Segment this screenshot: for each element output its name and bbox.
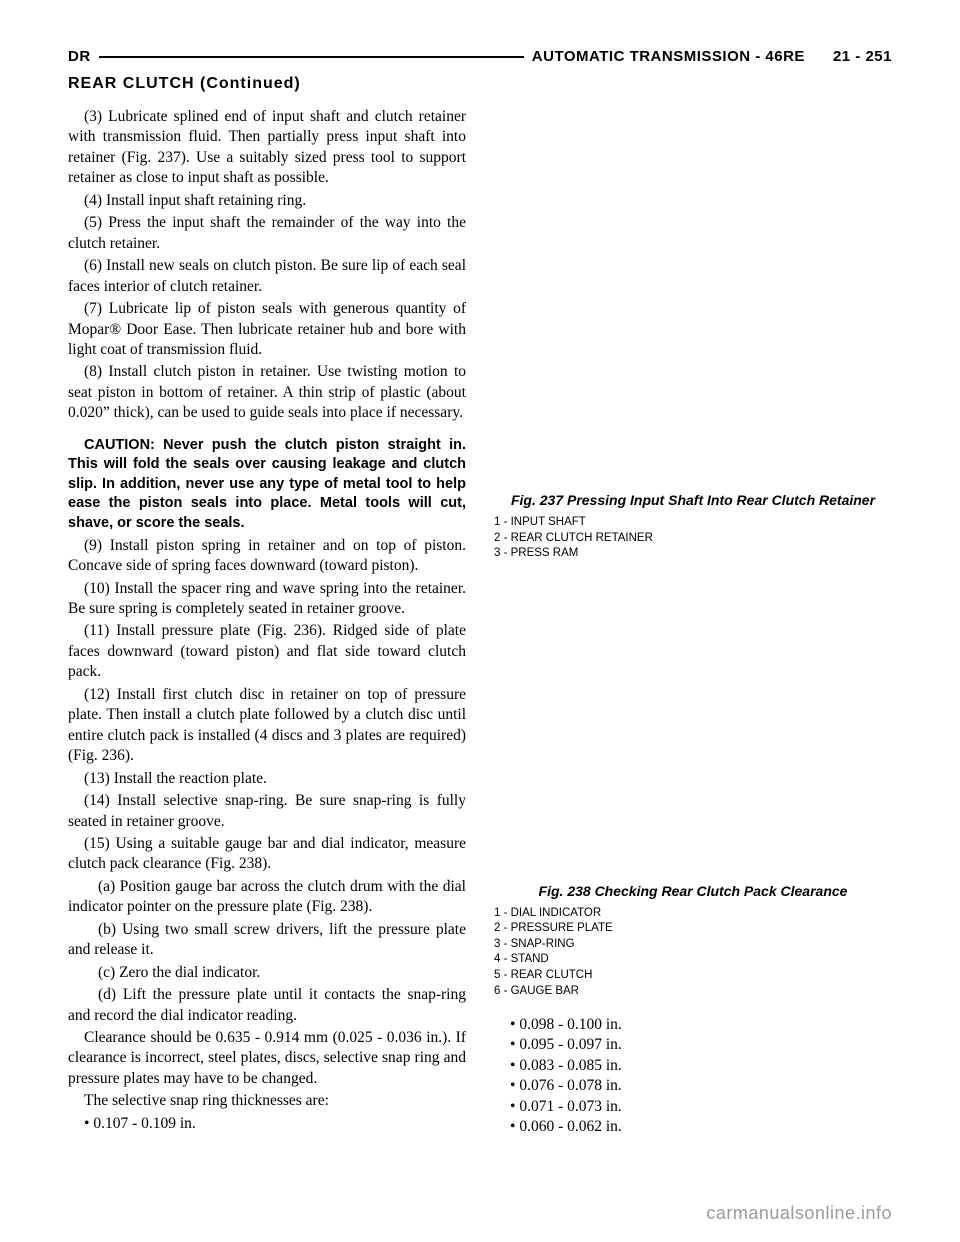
header-page: 21 - 251 xyxy=(833,48,892,65)
fig237-legend-3: 3 - PRESS RAM xyxy=(494,546,892,562)
page-header: DR AUTOMATIC TRANSMISSION - 46RE 21 - 25… xyxy=(68,48,892,65)
fig237-legend-1: 1 - INPUT SHAFT xyxy=(494,515,892,531)
clearance-spec: Clearance should be 0.635 - 0.914 mm (0.… xyxy=(68,1028,466,1089)
snap-ring-intro: The selective snap ring thicknesses are: xyxy=(68,1091,466,1111)
substep-a: (a) Position gauge bar across the clutch… xyxy=(68,877,466,918)
caution-block: CAUTION: Never push the clutch piston st… xyxy=(68,436,466,534)
right-bullet-2: 0.095 - 0.097 in. xyxy=(510,1035,892,1055)
header-left: DR xyxy=(68,48,91,65)
fig238-legend-4: 4 - STAND xyxy=(494,952,892,968)
right-bullets: 0.098 - 0.100 in. 0.095 - 0.097 in. 0.08… xyxy=(494,1015,892,1138)
content-columns: (3) Lubricate splined end of input shaft… xyxy=(68,107,892,1138)
step-6: (6) Install new seals on clutch piston. … xyxy=(68,256,466,297)
figure-237: Fig. 237 Pressing Input Shaft Into Rear … xyxy=(494,107,892,562)
figure-237-legend: 1 - INPUT SHAFT 2 - REAR CLUTCH RETAINER… xyxy=(494,515,892,562)
right-bullet-6: 0.060 - 0.062 in. xyxy=(510,1117,892,1137)
header-right: AUTOMATIC TRANSMISSION - 46RE 21 - 251 xyxy=(532,48,892,65)
right-column: Fig. 237 Pressing Input Shaft Into Rear … xyxy=(494,107,892,1138)
right-bullet-5: 0.071 - 0.073 in. xyxy=(510,1097,892,1117)
step-12: (12) Install first clutch disc in retain… xyxy=(68,685,466,767)
header-rule xyxy=(99,56,524,58)
step-10: (10) Install the spacer ring and wave sp… xyxy=(68,579,466,620)
header-section: AUTOMATIC TRANSMISSION - 46RE xyxy=(532,48,805,65)
step-13: (13) Install the reaction plate. xyxy=(68,769,466,789)
figure-238-image xyxy=(494,578,892,878)
step-3: (3) Lubricate splined end of input shaft… xyxy=(68,107,466,189)
substep-d: (d) Lift the pressure plate until it con… xyxy=(68,985,466,1026)
fig237-legend-2: 2 - REAR CLUTCH RETAINER xyxy=(494,531,892,547)
section-continued: REAR CLUTCH (Continued) xyxy=(68,75,892,93)
substep-c: (c) Zero the dial indicator. xyxy=(68,963,466,983)
right-bullet-3: 0.083 - 0.085 in. xyxy=(510,1056,892,1076)
step-7: (7) Lubricate lip of piston seals with g… xyxy=(68,299,466,360)
fig238-legend-6: 6 - GAUGE BAR xyxy=(494,984,892,1000)
left-bullet-1: 0.107 - 0.109 in. xyxy=(84,1114,466,1134)
step-9: (9) Install piston spring in retainer an… xyxy=(68,536,466,577)
left-column: (3) Lubricate splined end of input shaft… xyxy=(68,107,466,1138)
step-15: (15) Using a suitable gauge bar and dial… xyxy=(68,834,466,875)
step-14: (14) Install selective snap-ring. Be sur… xyxy=(68,791,466,832)
step-8: (8) Install clutch piston in retainer. U… xyxy=(68,362,466,423)
figure-238: Fig. 238 Checking Rear Clutch Pack Clear… xyxy=(494,578,892,999)
figure-237-image xyxy=(494,107,892,487)
right-bullet-4: 0.076 - 0.078 in. xyxy=(510,1076,892,1096)
fig238-legend-5: 5 - REAR CLUTCH xyxy=(494,968,892,984)
right-bullet-1: 0.098 - 0.100 in. xyxy=(510,1015,892,1035)
step-11: (11) Install pressure plate (Fig. 236). … xyxy=(68,621,466,682)
figure-238-legend: 1 - DIAL INDICATOR 2 - PRESSURE PLATE 3 … xyxy=(494,906,892,999)
step-5: (5) Press the input shaft the remainder … xyxy=(68,213,466,254)
figure-238-caption: Fig. 238 Checking Rear Clutch Pack Clear… xyxy=(494,882,892,900)
fig238-legend-2: 2 - PRESSURE PLATE xyxy=(494,921,892,937)
fig238-legend-1: 1 - DIAL INDICATOR xyxy=(494,906,892,922)
figure-237-caption: Fig. 237 Pressing Input Shaft Into Rear … xyxy=(494,491,892,509)
step-4: (4) Install input shaft retaining ring. xyxy=(68,191,466,211)
substep-b: (b) Using two small screw drivers, lift … xyxy=(68,920,466,961)
footer-watermark: carmanualsonline.info xyxy=(706,1203,892,1224)
left-bullets: 0.107 - 0.109 in. xyxy=(68,1114,466,1134)
fig238-legend-3: 3 - SNAP-RING xyxy=(494,937,892,953)
